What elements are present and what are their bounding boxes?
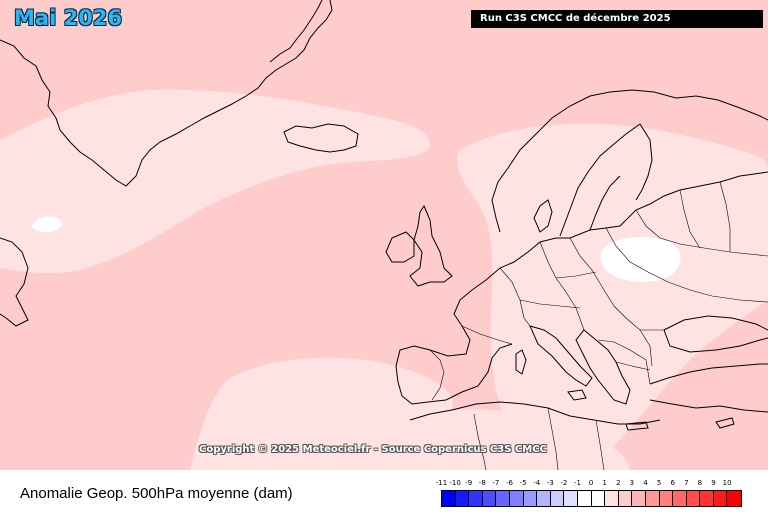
color-scale-box — [455, 491, 470, 506]
color-scale-box — [537, 491, 551, 506]
color-scale-tick-label: -11 — [435, 479, 448, 487]
color-scale-box — [509, 491, 524, 506]
color-scale-box — [727, 491, 742, 506]
color-scale-tick-label: 4 — [643, 479, 648, 487]
color-scale-box — [659, 491, 674, 506]
color-scale-box — [605, 491, 619, 506]
color-scale-tick-label: -9 — [465, 479, 473, 487]
color-scale-tick-label: -5 — [519, 479, 527, 487]
color-scale-tick-label: 6 — [670, 479, 675, 487]
anomaly-zone-labrador — [32, 216, 62, 232]
color-scale-tick-label: -8 — [478, 479, 486, 487]
color-scale-box — [618, 491, 633, 506]
color-scale-box — [469, 491, 483, 506]
color-scale-tick-label: -6 — [506, 479, 513, 487]
map-title: Mai 2026 — [14, 6, 123, 30]
color-scale-tick-label: -7 — [492, 479, 500, 487]
color-scale-tick-label: 8 — [697, 479, 703, 487]
anomaly-map — [0, 0, 768, 470]
coastlines — [0, 0, 768, 431]
color-scale-box — [632, 491, 646, 506]
anomaly-band-europe — [457, 123, 768, 470]
color-scale-box — [645, 491, 660, 506]
color-scale-tick-label: 3 — [629, 479, 635, 487]
color-scale-box — [686, 491, 701, 506]
color-scale-tick-label: -1 — [574, 479, 581, 487]
color-scale-box — [482, 491, 497, 506]
color-scale — [441, 490, 743, 507]
anomaly-zone-poland — [600, 237, 681, 282]
run-info-banner: Run C3S CMCC de décembre 2025 — [471, 10, 763, 28]
color-scale-tick-label: 2 — [616, 479, 621, 487]
country-borders — [429, 181, 768, 470]
anomaly-band-subtropics — [190, 357, 630, 470]
color-scale-box — [523, 491, 538, 506]
color-scale-box — [442, 491, 456, 506]
color-scale-tick-label: -3 — [546, 479, 554, 487]
color-scale-tick-label: 7 — [684, 479, 689, 487]
color-scale-box — [673, 491, 687, 506]
color-scale-tick-label: -2 — [560, 479, 568, 487]
color-scale-box — [591, 491, 606, 506]
color-scale-tick-label: 0 — [588, 479, 594, 487]
color-scale-tick-label: -4 — [533, 479, 541, 487]
anomaly-band-north-atlantic — [0, 89, 431, 274]
color-scale-tick-label: 9 — [711, 479, 716, 487]
copyright-notice: Copyright © 2025 Meteociel.fr - Source C… — [199, 444, 547, 455]
color-scale-tick-label: 1 — [602, 479, 607, 487]
color-scale-box — [496, 491, 510, 506]
color-scale-box — [577, 491, 592, 506]
color-scale-tick-label: 5 — [656, 479, 662, 487]
color-scale-box — [700, 491, 714, 506]
color-scale-tick-label: -10 — [449, 479, 461, 487]
legend-caption: Anomalie Geop. 500hPa moyenne (dam) — [20, 485, 293, 502]
color-scale-box — [564, 491, 578, 506]
color-scale-tick-label: 10 — [722, 479, 732, 487]
color-scale-box — [713, 491, 728, 506]
color-scale-box — [550, 491, 565, 506]
